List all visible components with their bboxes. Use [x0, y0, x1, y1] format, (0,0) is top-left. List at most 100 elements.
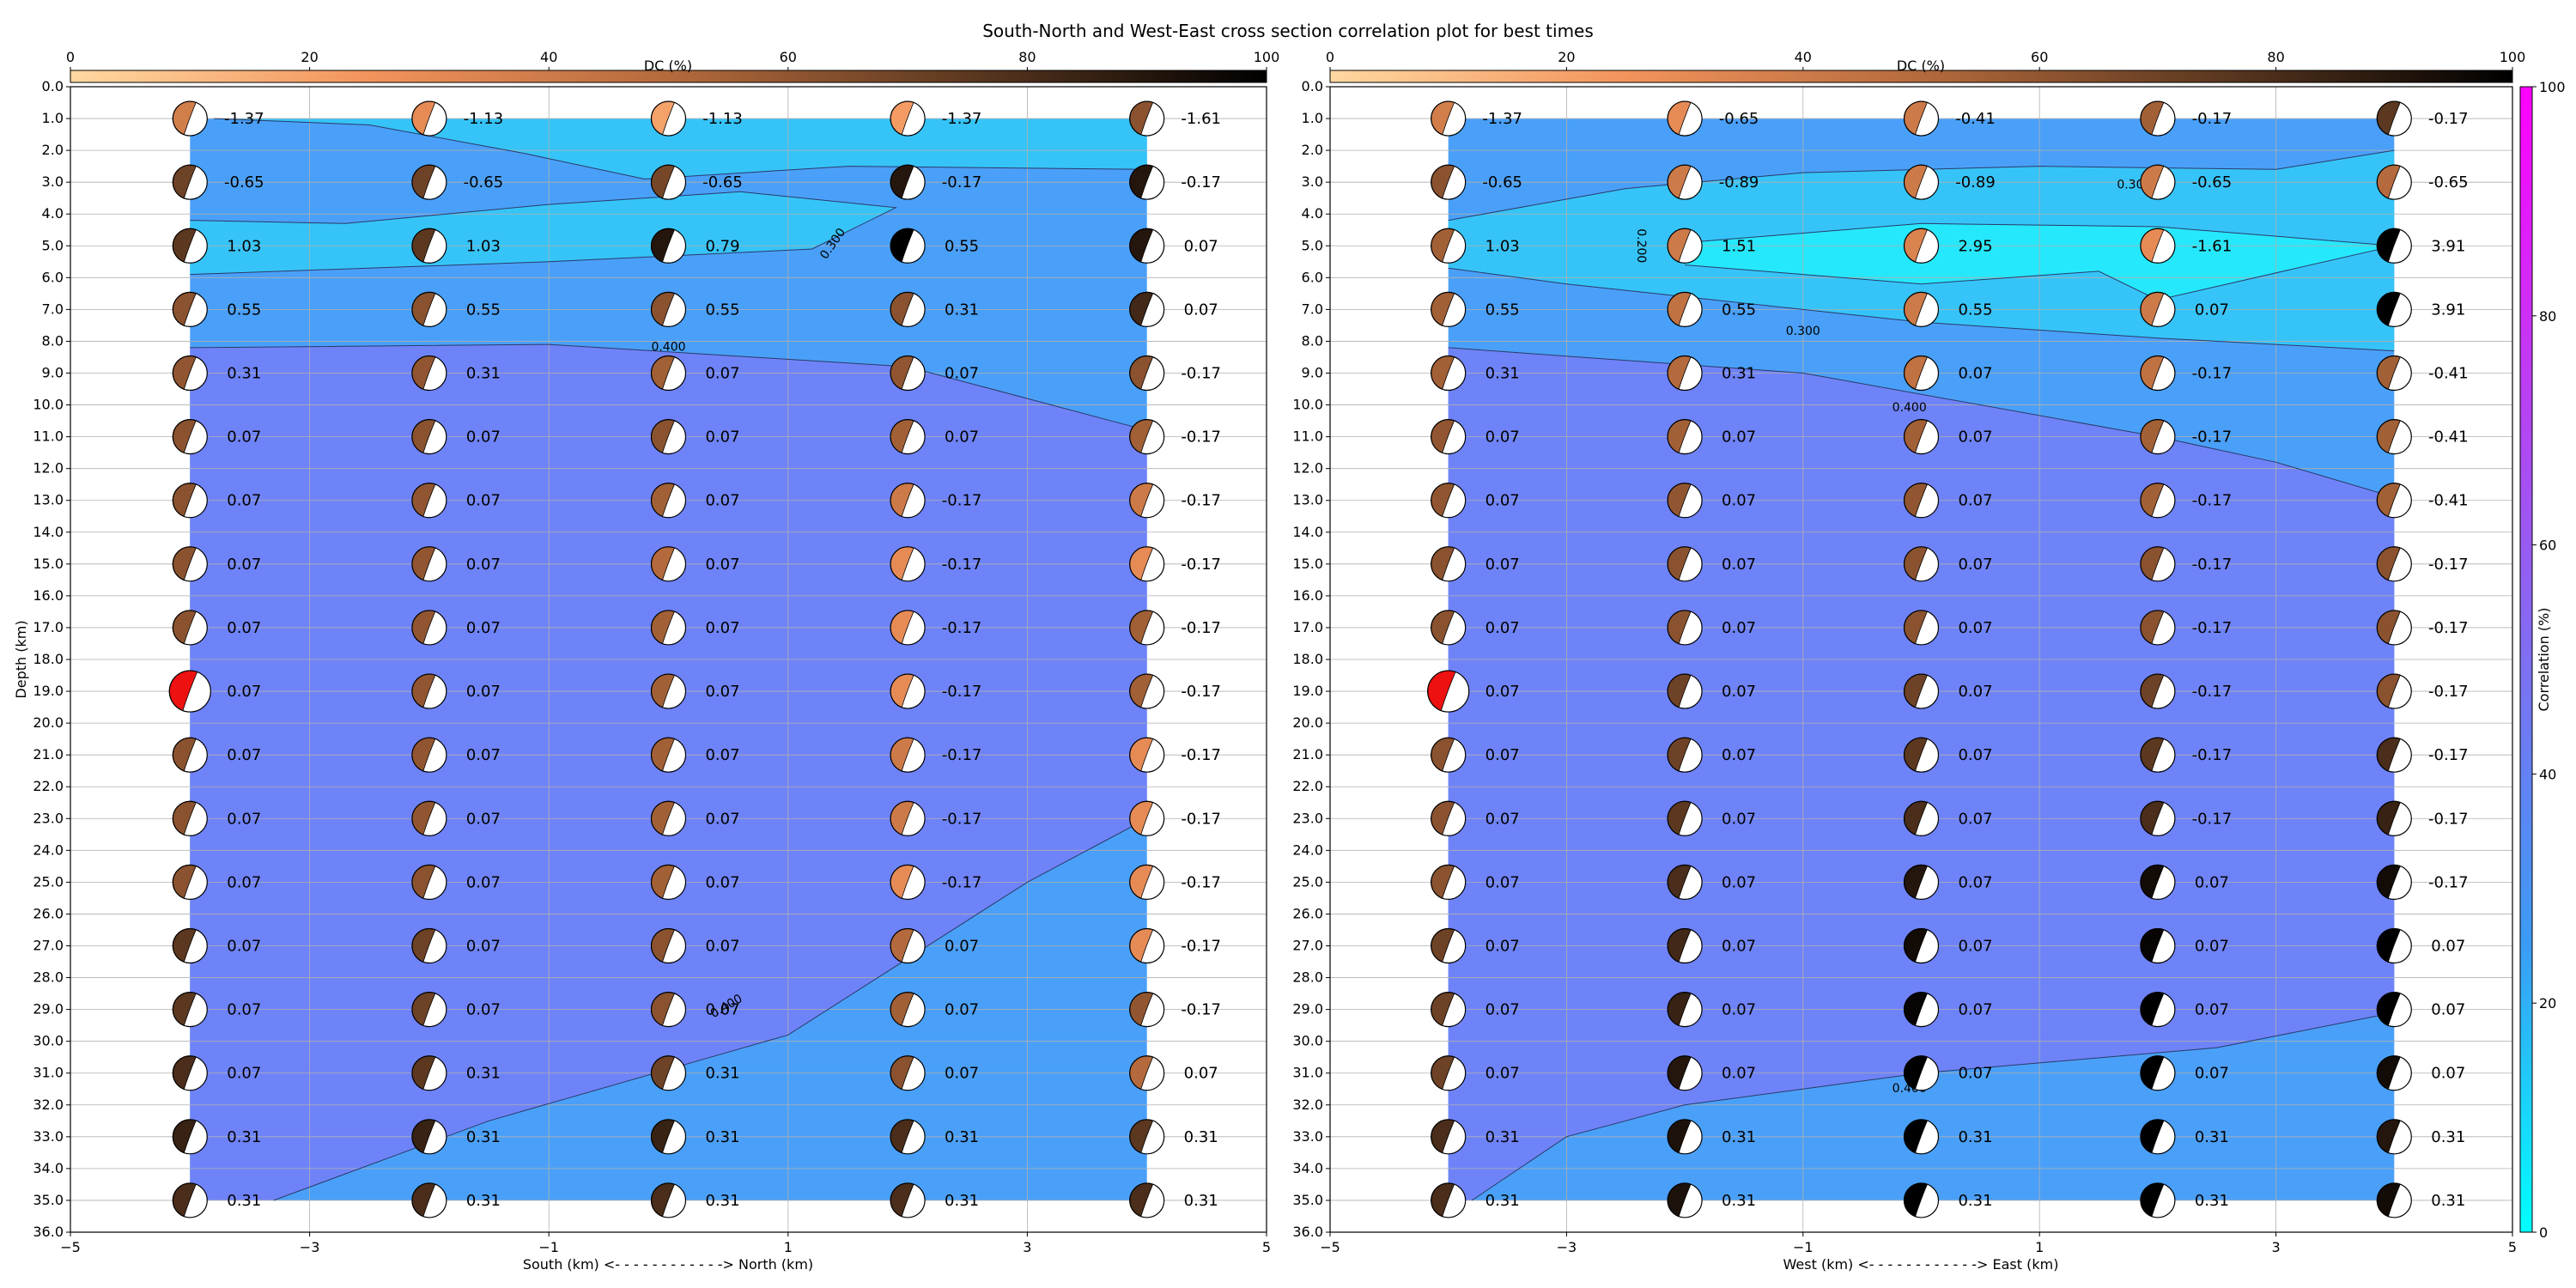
beachball-outline	[411, 800, 447, 836]
cell-value: 3.91	[2431, 301, 2465, 319]
beachball	[172, 927, 208, 964]
axis-ticks: 0.01.02.03.04.05.06.07.08.09.010.011.012…	[33, 78, 1271, 1255]
cell-value: 0.55	[1722, 301, 1756, 319]
y-tick-label: 17.0	[1292, 619, 1323, 635]
cell-value: 0.07	[705, 873, 739, 891]
cell-value: -0.17	[942, 173, 982, 191]
beachball	[411, 483, 447, 519]
y-tick-label: 24.0	[33, 841, 64, 858]
beachball-outline	[172, 291, 208, 327]
beachball	[2376, 546, 2412, 582]
beachball-outline	[650, 1182, 687, 1218]
cell-value: 0.07	[705, 365, 739, 383]
cell-value: -0.65	[1482, 173, 1522, 191]
beachball	[890, 927, 926, 964]
beachball	[2140, 291, 2176, 327]
beachball	[172, 483, 208, 519]
beachball	[1129, 100, 1165, 137]
beachball-outline	[172, 864, 208, 900]
cell-value: -0.17	[2428, 683, 2469, 701]
cell-value: -0.65	[2428, 173, 2469, 191]
cell-value: -0.41	[2428, 365, 2469, 383]
y-tick-label: 8.0	[42, 332, 64, 349]
cell-value: 0.31	[1958, 1128, 1992, 1146]
cell-value: 0.31	[1958, 1192, 1992, 1210]
beachball-outline	[1129, 737, 1165, 773]
beachball	[172, 100, 208, 137]
y-tick-label: 22.0	[33, 778, 64, 794]
beachball	[1129, 355, 1165, 392]
cell-value: 0.07	[466, 873, 501, 891]
beachball	[411, 864, 447, 900]
y-tick-label: 29.0	[33, 1001, 64, 1018]
beachball-outline	[1431, 1055, 1467, 1091]
correlation-colorbar-ticks: 0 20 40 60 80 100	[2532, 79, 2566, 1241]
beachball-outline	[2140, 1119, 2176, 1155]
beachball	[2140, 483, 2176, 519]
cell-value: 0.31	[227, 1192, 261, 1210]
beachball-outline	[411, 992, 447, 1028]
beachball-outline	[1903, 800, 1940, 836]
beachball-outline	[411, 673, 447, 709]
beachball-outline	[2140, 291, 2176, 327]
beachball-outline	[650, 800, 687, 836]
correlation-colorbar-bar	[2519, 86, 2533, 1233]
beachball	[1667, 164, 1703, 200]
beachball-outline	[890, 228, 926, 264]
x-tick-label: 1	[784, 1239, 793, 1255]
beachball	[1431, 355, 1467, 392]
beachball	[650, 546, 687, 582]
beachball-outline	[1431, 228, 1467, 264]
beachball-outline	[2140, 737, 2176, 773]
x-tick-label: −1	[538, 1239, 559, 1255]
beachball	[1667, 864, 1703, 900]
beachball-outline	[2376, 164, 2412, 200]
cell-value: 0.07	[227, 873, 261, 891]
cell-value: 0.07	[1958, 619, 1992, 637]
cell-value: 0.07	[1722, 1001, 1756, 1019]
beachball	[1431, 100, 1467, 137]
beachball	[650, 164, 687, 200]
cell-value: 0.07	[227, 683, 261, 701]
cell-value: 0.07	[1958, 428, 1992, 447]
cell-value: -0.17	[2428, 619, 2469, 637]
beachball-outline	[1667, 228, 1703, 264]
y-tick-label: 18.0	[1292, 651, 1323, 667]
beachball	[172, 1055, 208, 1091]
beachball	[1903, 1182, 1940, 1218]
beachball-outline	[172, 1182, 208, 1218]
cell-value: -0.65	[224, 173, 264, 191]
beachball-outline	[1431, 1119, 1467, 1155]
cell-value: -0.17	[1181, 428, 1221, 447]
cell-value: 0.07	[466, 746, 501, 764]
beachball-outline	[890, 992, 926, 1028]
y-tick-label: 3.0	[1302, 173, 1323, 190]
beachball	[2376, 100, 2412, 137]
beachball-outline	[1431, 737, 1467, 773]
corr-tick-label: 0	[2539, 1224, 2548, 1241]
y-tick-label: 22.0	[1292, 778, 1323, 794]
cell-value: 0.07	[1485, 810, 1520, 828]
y-tick-label: 34.0	[1292, 1160, 1323, 1176]
beachball	[172, 737, 208, 773]
beachball	[411, 992, 447, 1028]
y-tick-label: 7.0	[1302, 301, 1323, 317]
beachball	[1431, 546, 1467, 582]
y-tick-label: 30.0	[1292, 1033, 1323, 1049]
beachball-outline	[2140, 419, 2176, 455]
dc-tick-label: 100	[1254, 49, 1280, 65]
beachball	[2140, 864, 2176, 900]
beachball	[1431, 927, 1467, 964]
cell-value: -0.17	[2192, 428, 2233, 447]
y-tick-label: 35.0	[33, 1192, 64, 1208]
y-tick-label: 12.0	[33, 460, 64, 477]
beachball	[890, 546, 926, 582]
beachball	[1431, 800, 1467, 836]
beachball	[2376, 355, 2412, 392]
beachball-outline	[1431, 927, 1467, 964]
beachball	[2376, 673, 2412, 709]
beachball	[2376, 610, 2412, 646]
dc-tick-label: 80	[2267, 49, 2284, 65]
y-tick-label: 24.0	[1292, 841, 1323, 858]
cell-value: 0.07	[945, 1065, 979, 1083]
